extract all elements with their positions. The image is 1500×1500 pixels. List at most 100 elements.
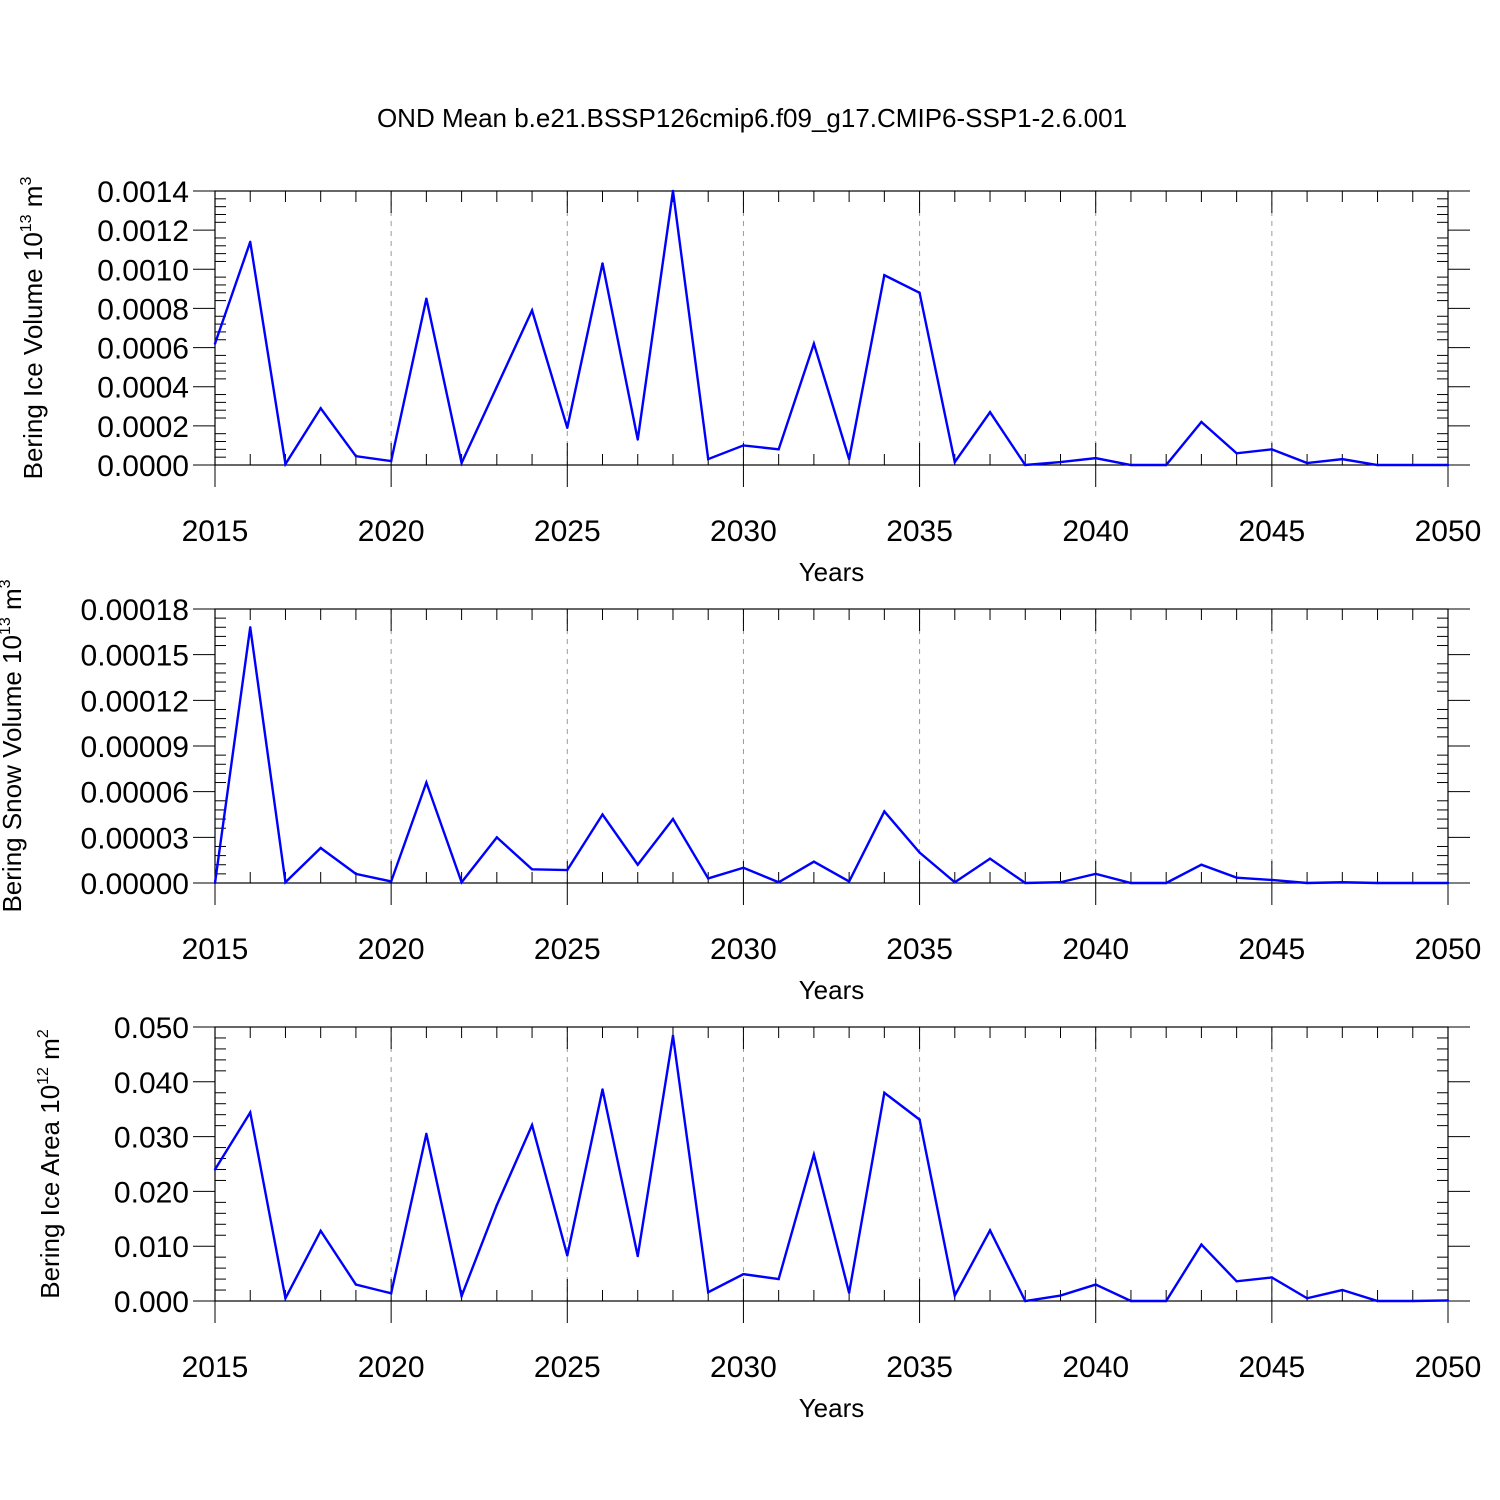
- x-tick-label: 2050: [1415, 1351, 1482, 1384]
- y-tick-label: 0.0012: [97, 215, 189, 248]
- x-tick-label: 2045: [1238, 515, 1305, 548]
- data-point: [530, 868, 534, 871]
- data-point: [671, 189, 675, 193]
- x-tick-label: 2015: [182, 933, 249, 966]
- data-point: [354, 872, 358, 876]
- data-point: [953, 460, 956, 464]
- data-point: [460, 881, 463, 884]
- data-point: [1305, 1297, 1309, 1300]
- data-point: [1164, 881, 1168, 885]
- data-point: [1376, 1299, 1379, 1303]
- data-point: [495, 1203, 499, 1207]
- data-point: [1094, 456, 1097, 460]
- data-point: [284, 1297, 287, 1300]
- x-tick-label: 2025: [534, 515, 601, 548]
- plot-frame: [214, 1026, 1449, 1302]
- y-tick-label: 0.00003: [81, 822, 189, 855]
- data-point: [601, 262, 604, 265]
- y-axis-title-superscript: 3: [0, 579, 14, 588]
- y-axis-title-superscript: 3: [18, 177, 35, 186]
- x-tick-label: 2035: [886, 933, 953, 966]
- data-point: [249, 626, 252, 629]
- data-point: [812, 342, 816, 345]
- data-point: [812, 860, 816, 863]
- data-point: [777, 881, 780, 884]
- data-point: [1341, 1288, 1344, 1292]
- y-tick-label: 0.0002: [97, 411, 189, 444]
- x-tick-label: 2015: [182, 1351, 249, 1384]
- data-point: [1376, 881, 1379, 885]
- x-tick-label: 2020: [358, 1351, 425, 1384]
- data-point: [1024, 881, 1027, 885]
- data-point: [988, 857, 992, 860]
- data-point: [425, 1132, 428, 1136]
- y-tick-label: 0.050: [114, 1012, 189, 1045]
- x-tick-label: 2025: [534, 933, 601, 966]
- chart-title: OND Mean b.e21.BSSP126cmip6.f09_g17.CMIP…: [377, 103, 1127, 133]
- data-point: [249, 1111, 252, 1114]
- data-point: [1446, 1299, 1450, 1302]
- data-point: [777, 448, 780, 451]
- data-point: [953, 1294, 956, 1297]
- y-axis-title-part: m: [0, 588, 27, 617]
- y-axis-title: Bering Ice Area 1012 m2: [35, 1029, 65, 1299]
- data-point: [1270, 1276, 1274, 1279]
- y-tick-label: 0.040: [114, 1067, 189, 1100]
- x-tick-label: 2015: [182, 515, 249, 548]
- series-line: [213, 1035, 1449, 1303]
- y-axis-title-superscript: 13: [18, 214, 35, 232]
- data-point: [319, 846, 322, 850]
- y-tick-label: 0.020: [114, 1176, 189, 1209]
- data-point: [1059, 460, 1062, 464]
- data-point: [389, 459, 393, 463]
- data-point: [918, 291, 921, 294]
- data-point: [389, 880, 393, 883]
- x-tick-label: 2020: [358, 515, 425, 548]
- series-line: [213, 627, 1448, 885]
- data-point: [1411, 1299, 1414, 1303]
- data-point: [566, 868, 569, 872]
- data-point: [284, 462, 287, 466]
- data-point: [530, 309, 534, 312]
- x-tick-label: 2030: [710, 1351, 777, 1384]
- data-point: [1200, 420, 1203, 424]
- y-tick-label: 0.0006: [97, 333, 189, 366]
- chart-panels: 0.00000.00020.00040.00060.00080.00100.00…: [0, 176, 1481, 1423]
- data-point: [883, 273, 886, 277]
- data-point: [1059, 1294, 1062, 1297]
- data-point: [636, 863, 639, 866]
- y-axis-title-part: Bering Ice Volume 10: [18, 232, 48, 479]
- y-tick-label: 0.00018: [81, 594, 189, 627]
- data-point: [213, 342, 217, 345]
- data-point: [495, 836, 499, 839]
- data-point: [707, 457, 710, 461]
- y-axis-title-part: Bering Snow Volume 10: [0, 635, 27, 913]
- data-point: [918, 1118, 921, 1121]
- data-point: [1305, 881, 1309, 885]
- data-point: [249, 240, 252, 244]
- data-point: [213, 881, 217, 885]
- y-axis-title-part: m: [18, 186, 48, 215]
- data-point: [812, 1153, 816, 1156]
- x-tick-label: 2035: [886, 515, 953, 548]
- data-point: [1235, 452, 1238, 455]
- x-tick-label: 2030: [710, 933, 777, 966]
- x-tick-label: 2035: [886, 1351, 953, 1384]
- data-point: [319, 407, 322, 410]
- data-point: [883, 810, 886, 813]
- data-point: [460, 461, 463, 465]
- data-point: [1164, 463, 1168, 467]
- data-point: [742, 866, 745, 869]
- y-tick-label: 0.010: [114, 1231, 189, 1264]
- x-tick-label: 2045: [1238, 1351, 1305, 1384]
- data-point: [847, 457, 851, 461]
- y-axis-title-part: m: [35, 1038, 65, 1067]
- data-point: [1129, 881, 1133, 885]
- x-tick-label: 2050: [1415, 933, 1482, 966]
- y-axis-title: Bering Snow Volume 1013 m3: [0, 579, 27, 912]
- data-point: [319, 1229, 322, 1233]
- data-point: [1305, 461, 1309, 465]
- data-point: [460, 1294, 463, 1298]
- data-point: [671, 1034, 675, 1037]
